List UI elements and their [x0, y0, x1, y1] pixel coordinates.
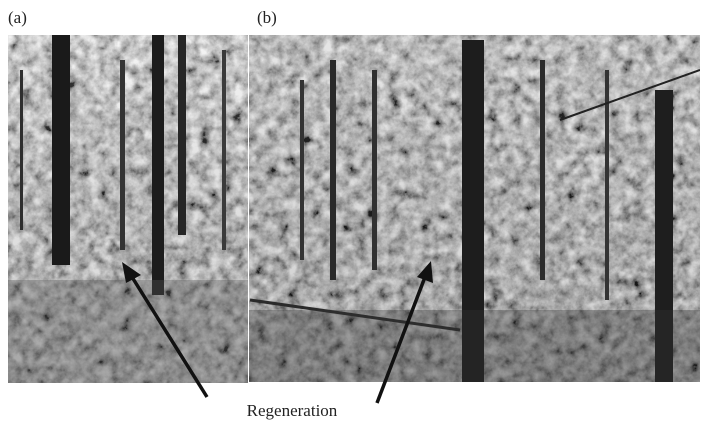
- photo-a: [8, 35, 248, 383]
- page: (a) (b) Regeneration (() => { const data: [0, 0, 701, 424]
- photo-b: [249, 35, 700, 382]
- figure: (a) (b) Regeneration: [0, 0, 701, 424]
- annotation: Regeneration: [247, 401, 338, 420]
- panel-label: (a): [8, 8, 27, 27]
- panel-label: (b): [257, 8, 277, 27]
